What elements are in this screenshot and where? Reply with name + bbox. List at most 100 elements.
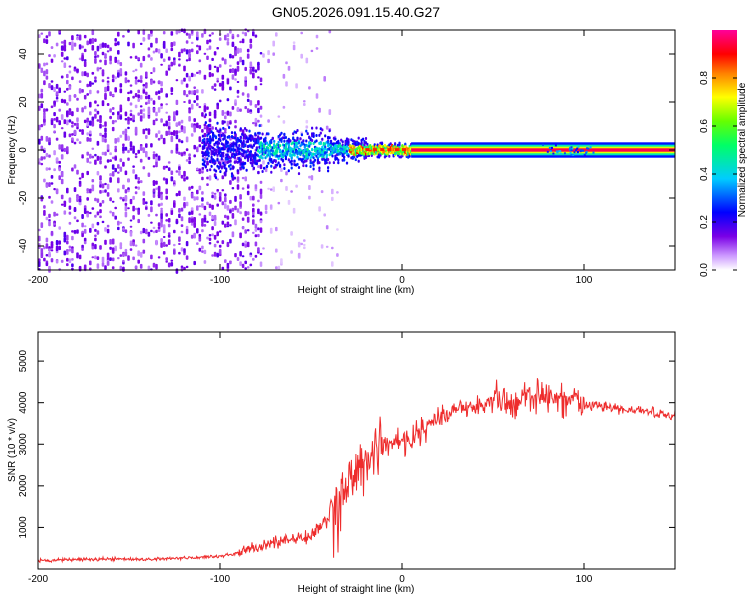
spectrogram-cell xyxy=(127,149,130,154)
spectrogram-cell xyxy=(48,220,51,227)
spectrogram-cell xyxy=(114,58,117,63)
spectrogram-cell xyxy=(229,199,232,204)
spectrogram-cell xyxy=(354,158,357,162)
spectrogram-cell xyxy=(239,40,242,44)
spectrogram-cell xyxy=(313,152,317,156)
spectrogram-cell xyxy=(198,136,202,143)
spectrogram-cell xyxy=(137,259,140,264)
spectrogram-cell xyxy=(155,180,158,185)
spectrogram-cell xyxy=(76,107,79,112)
spectrogram-cell xyxy=(315,139,318,143)
spectrogram-cell xyxy=(264,204,268,211)
spectrogram-cell xyxy=(157,130,161,134)
spectrogram-cell xyxy=(119,242,123,247)
spectrogram-cell xyxy=(548,147,551,149)
spectrogram-cell xyxy=(226,41,230,46)
spectrogram-cell xyxy=(234,253,237,258)
spectrogram-cell xyxy=(246,242,250,247)
spectrogram-cell xyxy=(152,165,156,168)
spectrogram-cell xyxy=(111,156,115,160)
spectrogram-cell xyxy=(213,243,217,248)
spectrogram-cell xyxy=(259,188,263,195)
spectrogram-cell xyxy=(589,146,592,149)
spectrogram-cell xyxy=(203,217,207,223)
spectrogram-cell xyxy=(124,77,128,84)
spectrogram-cell xyxy=(96,54,100,58)
spectrogram-cell xyxy=(252,219,255,225)
spectrogram-cell xyxy=(236,176,240,182)
spectrogram-cell xyxy=(302,139,305,143)
spectrogram-cell xyxy=(165,257,168,261)
spectrogram-cell xyxy=(188,75,191,82)
spectrogram-cell xyxy=(119,107,123,113)
spectrogram-cell xyxy=(152,50,156,54)
spectrogram-cell xyxy=(188,90,191,93)
spectrogram-cell xyxy=(270,138,273,142)
spectrogram-cell xyxy=(117,164,120,169)
spectrogram-cell xyxy=(68,211,72,215)
spectrogram-cell xyxy=(328,109,332,115)
spectrogram-cell xyxy=(122,253,125,257)
spectrogram-cell xyxy=(119,83,123,88)
spectrogram-cell xyxy=(303,103,306,106)
spectrogram-cell xyxy=(219,139,222,142)
spectrogram-cell xyxy=(206,183,209,186)
spectrogram-cell xyxy=(203,146,206,150)
spectrogram-cell xyxy=(231,231,235,238)
spectrogram-cell xyxy=(274,165,277,169)
spectrogram-cell xyxy=(114,138,117,144)
spectrogram-cell xyxy=(229,260,232,265)
spectrogram-cell xyxy=(229,159,232,163)
spectrogram-cell xyxy=(170,262,174,267)
spectrogram-cell xyxy=(223,120,226,124)
spectrogram-cell xyxy=(86,132,89,136)
spectrogram-cell xyxy=(315,134,318,137)
spectrogram-cell xyxy=(208,211,212,216)
spectrogram-cell xyxy=(226,215,230,220)
spectrogram-cell xyxy=(208,45,212,50)
spectrogram-cell xyxy=(380,148,385,152)
spectrogram-cell xyxy=(201,191,204,195)
spectrogram-cell xyxy=(86,151,89,156)
spectrogram-cell xyxy=(214,151,218,155)
spectrogram-cell xyxy=(38,34,41,38)
spectrogram-cell xyxy=(196,31,199,38)
spectrogram-cell xyxy=(297,253,301,258)
spectrogram-cell xyxy=(206,157,209,161)
spectrogram-cell xyxy=(96,211,100,216)
spectrogram-cell xyxy=(96,67,100,71)
spectrogram-cell xyxy=(230,174,234,178)
spectrogram-cell xyxy=(203,260,207,264)
spectrogram-cell xyxy=(91,147,95,150)
spectrogram-cell xyxy=(224,214,227,219)
spectrogram-cell xyxy=(139,62,143,68)
spectrogram-cell xyxy=(165,70,168,76)
spectrogram-cell xyxy=(235,143,238,147)
spectrogram-cell xyxy=(305,57,309,64)
spectrogram-cell xyxy=(331,188,334,195)
spectrogram-cell xyxy=(196,122,199,128)
spectrogram-cell xyxy=(226,225,230,228)
spectrogram-cell xyxy=(254,121,258,127)
spectrogram-cell xyxy=(38,261,41,267)
spectrogram-cell xyxy=(258,131,261,135)
spectrogram-cell xyxy=(203,132,207,138)
spectrogram-cell xyxy=(91,155,95,159)
spectrogram-cell xyxy=(560,152,563,155)
spectrogram-cell xyxy=(183,65,186,72)
spectrogram-cell xyxy=(259,164,263,170)
spectrogram-cell xyxy=(252,72,255,79)
spectrogram-cell xyxy=(239,251,242,257)
spectrogram-cell xyxy=(134,76,138,80)
spectrogram-cell xyxy=(73,216,77,220)
spectrogram-cell xyxy=(58,108,61,112)
spectrogram-cell xyxy=(183,177,186,182)
spectrogram-cell xyxy=(160,202,163,206)
spectrogram-cell xyxy=(48,251,51,258)
colorbar: 0.00.20.40.60.8 Normalized spectral ampl… xyxy=(699,30,748,277)
spectrogram-cell xyxy=(198,238,202,241)
spectrogram-cell xyxy=(347,138,350,142)
spectrogram-x-tick-label: 100 xyxy=(576,275,593,286)
spectrogram-cell xyxy=(196,102,199,107)
spectrogram-cell xyxy=(173,115,176,121)
